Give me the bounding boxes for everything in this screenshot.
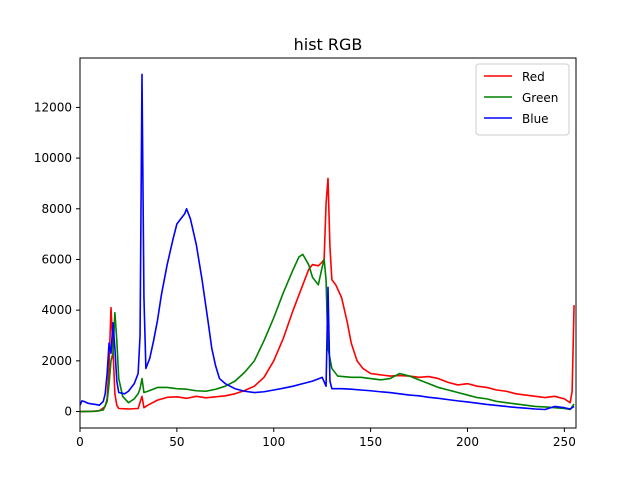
legend-label-green: Green (522, 91, 558, 105)
series-layer (79, 73, 575, 413)
y-tick-label: 2000 (41, 354, 72, 368)
legend-label-red: Red (522, 70, 545, 84)
legend-label-blue: Blue (522, 112, 549, 126)
legend: Red Green Blue (475, 63, 570, 136)
plot-area-frame (79, 57, 577, 429)
x-tick-label: 100 (262, 435, 285, 449)
y-tick-label: 10000 (34, 151, 72, 165)
series-line-red (79, 177, 575, 413)
x-tick-label: 250 (553, 435, 576, 449)
y-axis: 0 2000 4000 6000 8000 10000 12000 (34, 100, 80, 419)
y-tick-label: 12000 (34, 100, 72, 114)
x-tick-label: 50 (169, 435, 184, 449)
series-line-green (79, 253, 575, 413)
y-tick-label: 8000 (41, 202, 72, 216)
chart-title: hist RGB (294, 35, 363, 54)
y-tick-label: 4000 (41, 303, 72, 317)
x-axis: 0 50 100 150 200 250 (76, 428, 576, 449)
series-line-blue (79, 73, 575, 411)
x-tick-label: 200 (456, 435, 479, 449)
x-tick-label: 0 (76, 435, 84, 449)
y-tick-label: 6000 (41, 252, 72, 266)
y-tick-label: 0 (64, 405, 72, 419)
x-tick-label: 150 (359, 435, 382, 449)
